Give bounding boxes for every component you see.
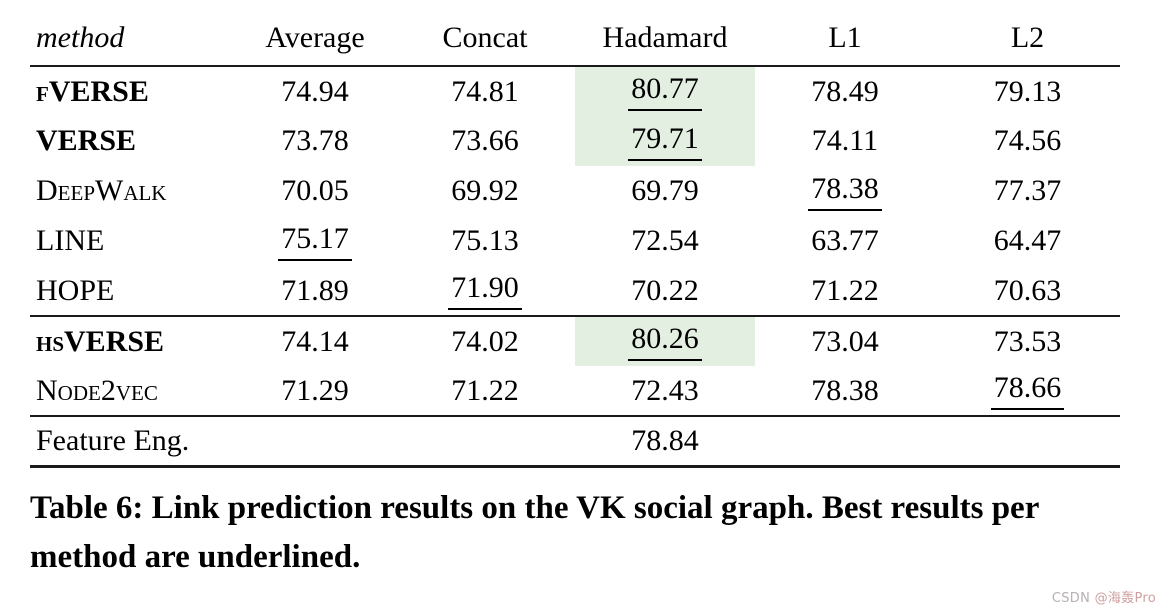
value-cell: 77.37 (993, 174, 1062, 207)
method-cell: hsVERSE (36, 324, 165, 358)
value-cell: 75.13 (451, 224, 519, 257)
value-cell: 69.92 (451, 174, 519, 207)
row-hope: HOPE 71.89 71.90 70.22 71.22 70.63 (30, 266, 1120, 317)
paper-table-figure: method Average Concat Hadamard L1 L2 fVE… (30, 10, 1120, 576)
value-cell-highlighted: 79.71 (575, 116, 755, 166)
value-cell: 74.02 (451, 324, 519, 358)
value-cell: 74.11 (811, 124, 879, 157)
method-cell: DeepWalk (36, 174, 167, 207)
column-header-method: method (30, 10, 235, 67)
value-cell: 78.84 (575, 416, 755, 468)
best-value: 71.90 (448, 271, 522, 310)
value-cell: 72.43 (575, 366, 755, 417)
value-cell: 73.66 (451, 124, 519, 157)
value-cell-highlighted: 80.77 (575, 66, 755, 116)
row-fverse: fVERSE 74.94 74.81 80.77 78.49 79.13 (30, 66, 1120, 116)
value-cell: 71.22 (395, 366, 575, 417)
value-cell: 70.63 (935, 266, 1120, 317)
watermark-brand: CSDN (1051, 591, 1095, 606)
table-caption: Table 6: Link prediction results on the … (30, 489, 1039, 576)
row-verse: VERSE 73.78 73.66 79.71 74.11 74.56 (30, 116, 1120, 166)
value-cell: 78.38 (755, 166, 935, 216)
value-cell: 78.66 (935, 366, 1120, 417)
value-cell: 73.78 (281, 124, 349, 157)
value-cell (935, 416, 1120, 468)
method-cell: LINE (36, 224, 105, 257)
value-cell (235, 416, 395, 468)
value-cell: 75.17 (235, 216, 395, 266)
method-cell: Node2vec (30, 366, 235, 417)
best-value: 78.66 (990, 371, 1065, 410)
value-cell (755, 416, 935, 468)
value-cell: 78.38 (755, 366, 935, 417)
column-header-concat: Concat (395, 10, 575, 67)
value-cell: 70.22 (575, 266, 755, 317)
header-row: method Average Concat Hadamard L1 L2 (30, 10, 1120, 67)
method-cell: HOPE (30, 266, 235, 317)
row-node2vec: Node2vec 71.29 71.22 72.43 78.38 78.66 (30, 366, 1120, 417)
value-cell: 74.81 (451, 74, 519, 108)
value-cell: 78.49 (811, 74, 879, 108)
value-cell: 74.94 (281, 74, 349, 108)
value-cell: 64.47 (993, 224, 1062, 257)
value-cell: 73.04 (811, 324, 879, 358)
value-cell: 71.90 (395, 266, 575, 317)
value-cell: 63.77 (811, 224, 879, 257)
row-hsverse: hsVERSE 74.14 74.02 80.26 73.04 73.53 (30, 316, 1120, 366)
value-cell: 73.53 (993, 324, 1062, 358)
method-cell: Feature Eng. (30, 416, 235, 468)
method-cell: fVERSE (36, 74, 149, 108)
method-cell: VERSE (36, 124, 137, 157)
best-value: 80.26 (628, 322, 702, 361)
value-cell: 69.79 (631, 174, 699, 207)
value-cell: 71.22 (755, 266, 935, 317)
value-cell: 72.54 (631, 224, 699, 257)
value-cell-highlighted: 80.26 (575, 316, 755, 366)
row-deepwalk: DeepWalk 70.05 69.92 69.79 78.38 77.37 (30, 166, 1120, 216)
value-cell: 74.56 (993, 124, 1062, 157)
best-value: 80.77 (628, 72, 702, 111)
watermark-user: @海轰Pro (1094, 591, 1156, 606)
value-cell: 71.89 (235, 266, 395, 317)
value-cell: 79.13 (993, 74, 1062, 108)
value-cell (395, 416, 575, 468)
column-header-l2: L2 (935, 10, 1120, 67)
best-value: 79.71 (628, 122, 702, 161)
best-value: 75.17 (278, 222, 352, 261)
row-feature-eng: Feature Eng. 78.84 (30, 416, 1120, 468)
value-cell: 70.05 (281, 174, 349, 207)
watermark: CSDN @海轰Pro (1052, 587, 1156, 606)
column-header-hadamard: Hadamard (575, 10, 755, 67)
results-table: method Average Concat Hadamard L1 L2 fVE… (30, 10, 1120, 468)
column-header-average: Average (235, 10, 395, 67)
row-line: LINE 75.17 75.13 72.54 63.77 64.47 (30, 216, 1120, 266)
value-cell: 74.14 (281, 324, 349, 358)
best-value: 78.38 (808, 172, 882, 211)
column-header-l1: L1 (755, 10, 935, 67)
value-cell: 71.29 (235, 366, 395, 417)
